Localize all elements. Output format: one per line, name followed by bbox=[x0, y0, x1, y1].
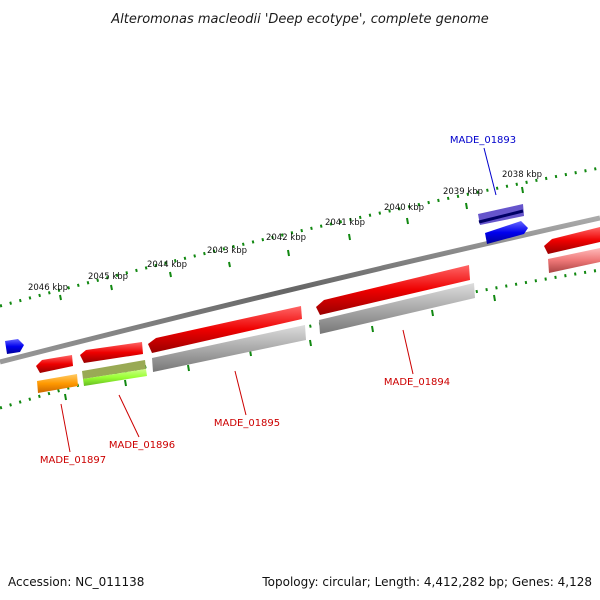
gene-arrow-made-01894 bbox=[316, 265, 470, 315]
feature-orange-made-01897 bbox=[37, 374, 78, 393]
gene-arrow-blue-left bbox=[5, 339, 24, 354]
gene-label-made-01895: MADE_01895 bbox=[214, 418, 280, 429]
genome-backbone bbox=[0, 215, 600, 365]
scale-label: 2043 kbp bbox=[207, 246, 247, 256]
outer-scale-ring bbox=[0, 166, 600, 308]
feature-lime-made-01896 bbox=[83, 369, 147, 386]
scale-label: 2046 kbp bbox=[28, 283, 68, 293]
scale-label: 2042 kbp bbox=[266, 233, 306, 243]
gene-arrow-made-01897 bbox=[36, 355, 73, 373]
outer-major-ticks bbox=[59, 186, 524, 301]
gene-label-made-01896: MADE_01896 bbox=[109, 440, 175, 451]
cds-feature-made-01894 bbox=[319, 283, 475, 334]
gene-label-made-01897: MADE_01897 bbox=[40, 455, 106, 466]
cds-feature-right-edge bbox=[548, 248, 600, 273]
scale-label: 2039 kbp bbox=[443, 187, 483, 197]
gene-feature-stripe bbox=[478, 209, 524, 224]
scale-label: 2041 kbp bbox=[325, 218, 365, 228]
genome-summary-text: Topology: circular; Length: 4,412,282 bp… bbox=[261, 575, 592, 589]
scale-label: 2038 kbp bbox=[502, 170, 542, 180]
feature-olive-made-01896 bbox=[82, 360, 146, 379]
cds-feature-made-01895 bbox=[152, 325, 306, 372]
gene-arrow-made-01895 bbox=[148, 306, 302, 353]
accession-text: Accession: NC_011138 bbox=[8, 575, 144, 589]
scale-label: 2045 kbp bbox=[88, 272, 128, 282]
scale-label: 2040 kbp bbox=[384, 203, 424, 213]
gene-label-made-01893: MADE_01893 bbox=[450, 135, 516, 146]
map-title: Alteromonas macleodii 'Deep ecotype', co… bbox=[110, 12, 488, 27]
scale-labels: 2038 kbp 2039 kbp 2040 kbp 2041 kbp 2042… bbox=[28, 170, 542, 293]
gene-arrow-made-01896 bbox=[80, 342, 143, 363]
gene-arrow-right-edge bbox=[544, 227, 600, 254]
gene-arrow-made-01893 bbox=[485, 221, 528, 244]
gene-label-leaders bbox=[60, 147, 497, 453]
scale-label: 2044 kbp bbox=[147, 260, 187, 270]
gene-label-made-01894: MADE_01894 bbox=[384, 377, 450, 388]
